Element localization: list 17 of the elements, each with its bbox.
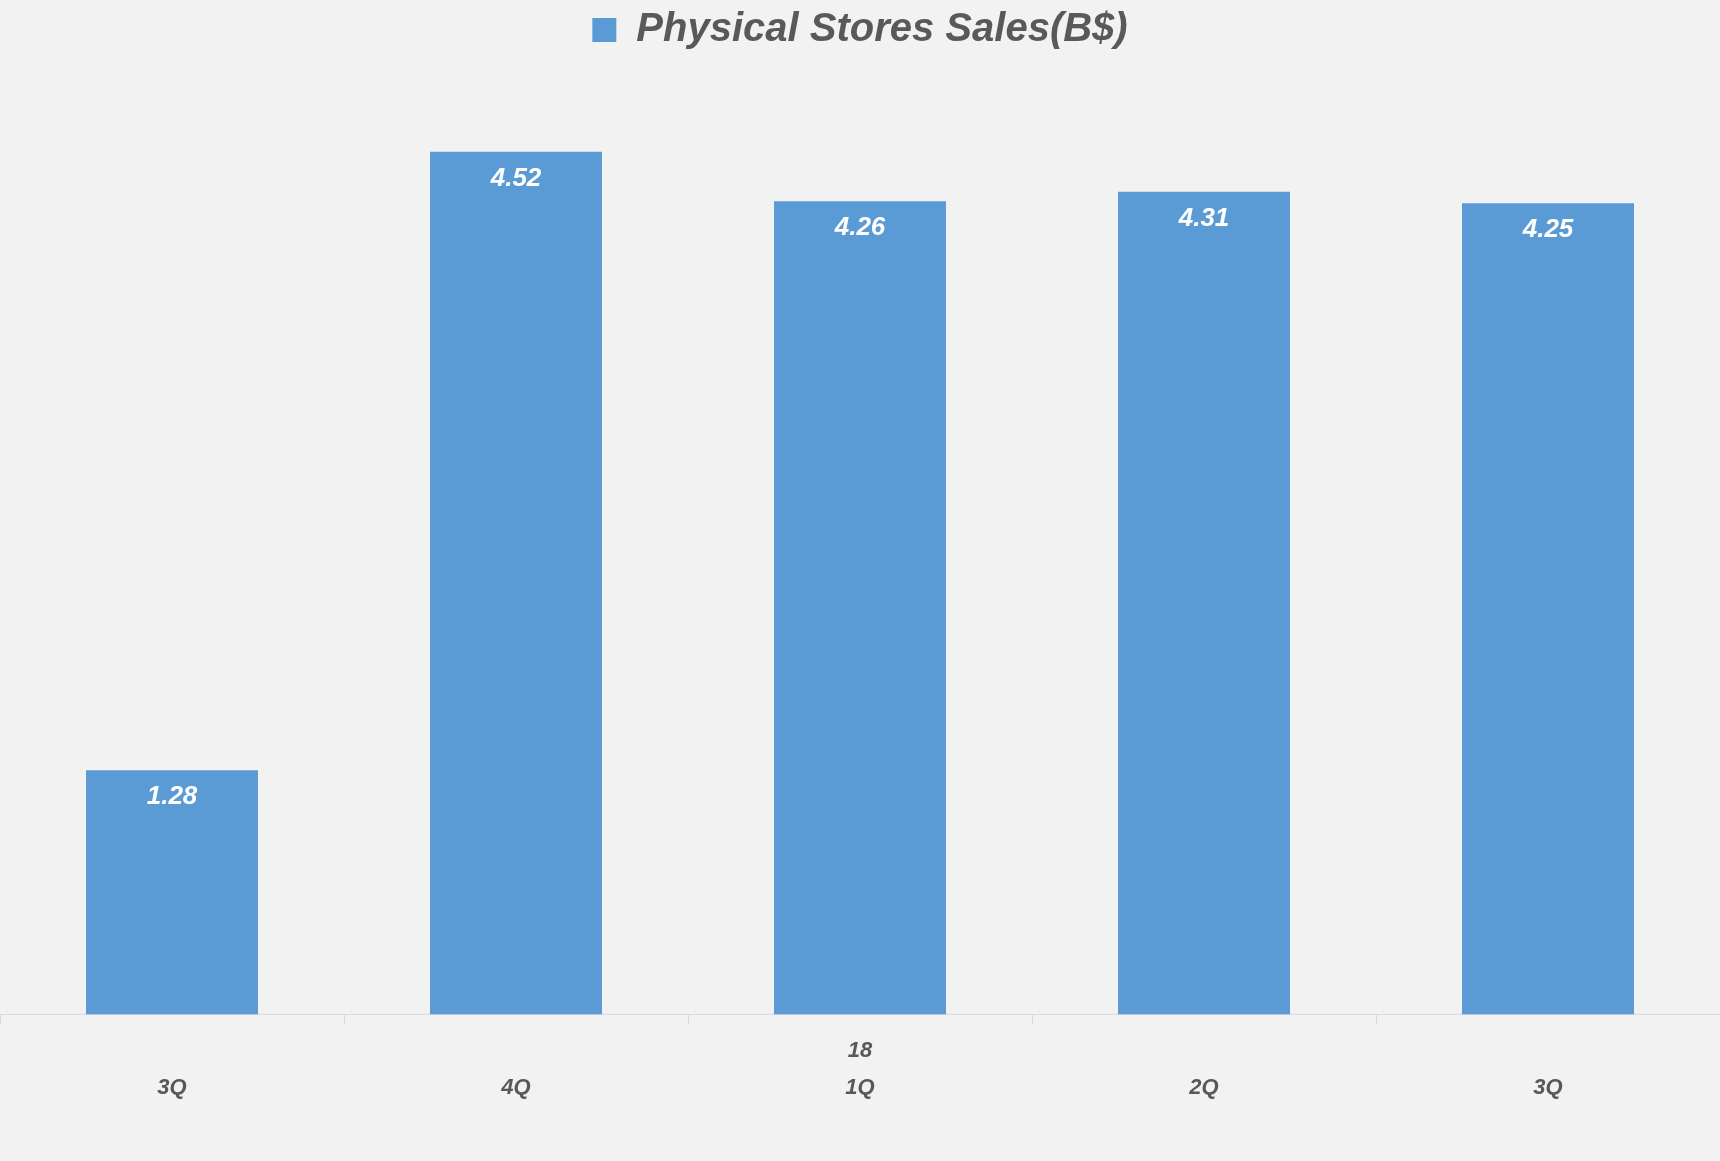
x-tick-label: 4Q bbox=[500, 1073, 531, 1099]
x-tick-label: 3Q bbox=[1533, 1073, 1563, 1099]
data-label: 1.28 bbox=[146, 780, 198, 811]
bar bbox=[774, 201, 946, 1015]
data-label: 4.52 bbox=[489, 161, 542, 192]
bar bbox=[1118, 191, 1290, 1015]
text: 18 bbox=[847, 1036, 873, 1062]
data-label: 4.31 bbox=[1177, 201, 1230, 232]
bar bbox=[1462, 203, 1634, 1015]
x-tick-label: 2Q bbox=[1188, 1073, 1219, 1099]
data-label: 4.25 bbox=[1521, 213, 1574, 244]
x-tick-label: 1Q bbox=[845, 1073, 875, 1099]
bar bbox=[430, 151, 602, 1015]
legend-label: Physical Stores Sales(B$) bbox=[636, 5, 1128, 50]
x-tick-label: 3Q bbox=[157, 1073, 187, 1099]
data-label: 4.26 bbox=[833, 211, 886, 242]
bar bbox=[86, 770, 258, 1015]
